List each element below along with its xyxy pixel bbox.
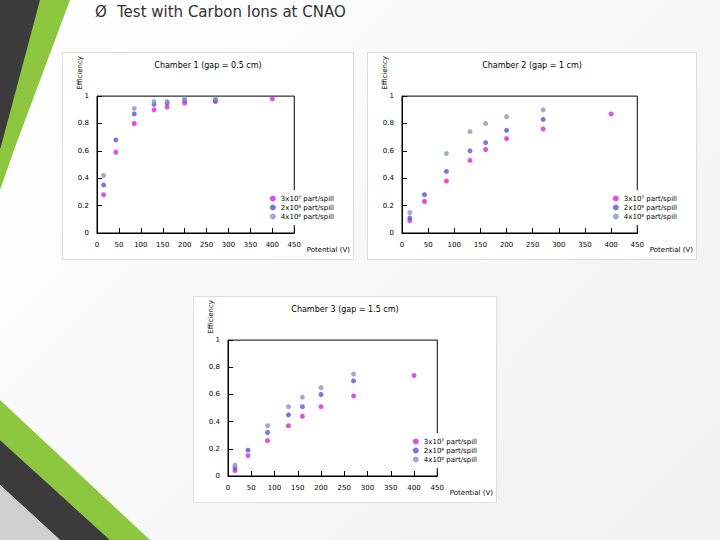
svg-text:50: 50 (424, 241, 433, 249)
svg-text:0: 0 (95, 241, 99, 249)
svg-text:Potential (V): Potential (V) (650, 246, 693, 254)
svg-text:250: 250 (526, 241, 539, 249)
svg-text:0.8: 0.8 (78, 119, 89, 127)
svg-text:450: 450 (431, 484, 444, 492)
svg-text:4x10⁸ part/spill: 4x10⁸ part/spill (424, 456, 477, 464)
svg-text:Efficiency: Efficiency (381, 56, 389, 90)
svg-text:300: 300 (552, 241, 565, 249)
svg-text:450: 450 (631, 241, 644, 249)
svg-text:100: 100 (134, 241, 147, 249)
svg-text:0.4: 0.4 (209, 418, 221, 426)
svg-text:300: 300 (222, 241, 235, 249)
svg-text:150: 150 (156, 241, 169, 249)
svg-text:0.2: 0.2 (383, 202, 394, 210)
svg-text:0.2: 0.2 (78, 202, 89, 210)
svg-text:50: 50 (247, 484, 256, 492)
svg-text:150: 150 (474, 241, 487, 249)
svg-text:Chamber 2 (gap = 1 cm): Chamber 2 (gap = 1 cm) (482, 61, 582, 70)
svg-text:3x10⁷ part/spill: 3x10⁷ part/spill (424, 438, 477, 446)
svg-text:50: 50 (114, 241, 123, 249)
svg-text:300: 300 (361, 484, 374, 492)
html-text:Ø: Ø (95, 3, 107, 21)
svg-text:250: 250 (200, 241, 213, 249)
svg-text:350: 350 (384, 484, 397, 492)
svg-text:100: 100 (268, 484, 281, 492)
svg-text:Chamber 3 (gap = 1.5 cm): Chamber 3 (gap = 1.5 cm) (291, 305, 398, 314)
svg-text:350: 350 (244, 241, 257, 249)
svg-text:2x10⁸ part/spill: 2x10⁸ part/spill (424, 447, 477, 455)
svg-text:3x10⁷ part/spill: 3x10⁷ part/spill (281, 195, 334, 203)
svg-text:1: 1 (216, 336, 220, 344)
html-text:Test with Carbon Ions at CNAO: Test with Carbon Ions at CNAO (117, 3, 346, 21)
svg-text:400: 400 (407, 484, 420, 492)
svg-text:0: 0 (216, 472, 220, 480)
svg-text:4x10⁸ part/spill: 4x10⁸ part/spill (624, 213, 677, 221)
svg-text:200: 200 (500, 241, 513, 249)
svg-text:0.4: 0.4 (78, 174, 90, 182)
svg-text:Chamber 1 (gap = 0.5 cm): Chamber 1 (gap = 0.5 cm) (154, 61, 261, 70)
svg-text:0: 0 (400, 241, 404, 249)
svg-text:0.8: 0.8 (209, 363, 220, 371)
svg-text:400: 400 (266, 241, 279, 249)
svg-text:0.6: 0.6 (78, 147, 90, 155)
svg-text:200: 200 (178, 241, 191, 249)
svg-text:100: 100 (448, 241, 461, 249)
svg-text:4x10⁸ part/spill: 4x10⁸ part/spill (281, 213, 334, 221)
svg-text:0: 0 (390, 229, 394, 237)
svg-text:150: 150 (291, 484, 304, 492)
svg-text:0: 0 (85, 229, 89, 237)
svg-text:Efficiency: Efficiency (207, 300, 215, 334)
svg-text:0.4: 0.4 (383, 174, 395, 182)
svg-text:350: 350 (578, 241, 591, 249)
svg-text:2x10⁸ part/spill: 2x10⁸ part/spill (624, 204, 677, 212)
svg-text:0.6: 0.6 (209, 390, 221, 398)
svg-text:0: 0 (226, 484, 230, 492)
svg-text:200: 200 (314, 484, 327, 492)
svg-text:0.8: 0.8 (383, 119, 394, 127)
svg-text:3x10⁷ part/spill: 3x10⁷ part/spill (624, 195, 677, 203)
svg-text:Efficiency: Efficiency (76, 56, 84, 90)
svg-text:1: 1 (390, 92, 394, 100)
svg-text:0.6: 0.6 (383, 147, 395, 155)
svg-text:0.2: 0.2 (209, 445, 220, 453)
svg-text:2x10⁸ part/spill: 2x10⁸ part/spill (281, 204, 334, 212)
svg-text:Potential (V): Potential (V) (307, 246, 350, 254)
svg-text:1: 1 (85, 92, 89, 100)
svg-text:250: 250 (338, 484, 351, 492)
svg-text:Potential (V): Potential (V) (450, 489, 493, 497)
svg-text:400: 400 (604, 241, 617, 249)
svg-text:450: 450 (288, 241, 301, 249)
